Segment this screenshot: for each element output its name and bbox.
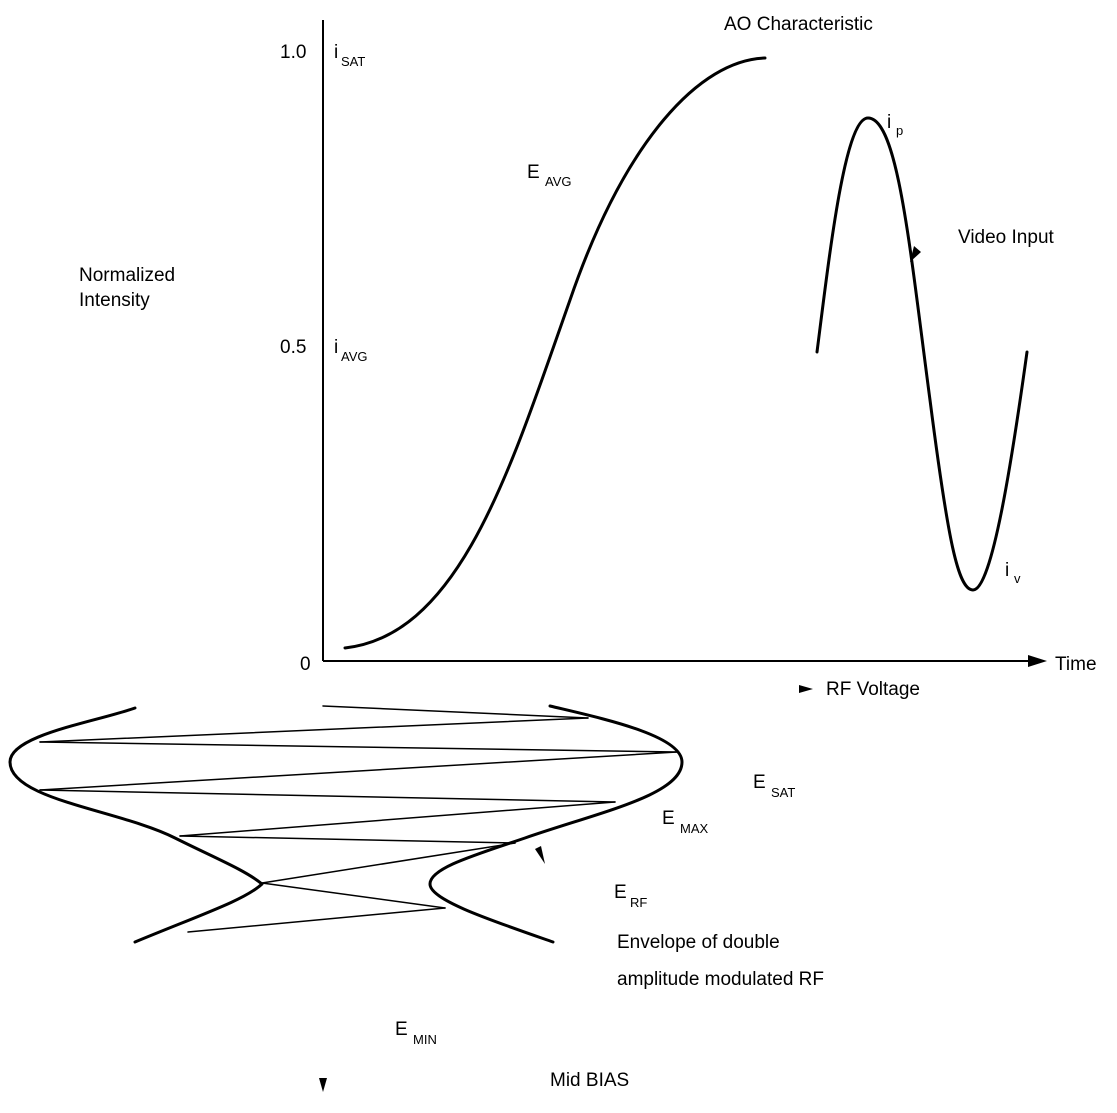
envelope-caption-line1: Envelope of double xyxy=(617,932,780,953)
x-axis-time-label: Time xyxy=(1055,654,1097,675)
e-sat-symbol: E xyxy=(753,772,766,793)
video-input-waveform xyxy=(815,116,1029,592)
tick-value-half: 0.5 xyxy=(280,337,306,358)
e-rf-symbol: E xyxy=(614,882,627,903)
video-input-label: Video Input xyxy=(958,227,1055,248)
tick-value-zero: 0 xyxy=(300,654,311,675)
tick-subscript-sat: SAT xyxy=(341,54,365,69)
diagram-title: AO Characteristic xyxy=(724,14,873,35)
modulation-line xyxy=(187,907,446,933)
valley-symbol: i xyxy=(1005,560,1009,581)
tick-symbol-avg: i xyxy=(334,337,338,358)
tick-value-1: 1.0 xyxy=(280,42,306,63)
y-axis-label-line2: Intensity xyxy=(79,290,150,311)
modulation-line xyxy=(39,751,678,791)
x-axis-arrow-icon xyxy=(1028,655,1047,667)
e-min-symbol: E xyxy=(395,1019,408,1040)
e-min-subscript: MIN xyxy=(413,1032,437,1047)
envelope-caption-line2: amplitude modulated RF xyxy=(617,969,824,990)
ao-characteristic-curve xyxy=(343,56,767,650)
mid-bias-label: Mid BIAS xyxy=(550,1070,629,1091)
rf-envelope xyxy=(8,704,684,944)
e-max-subscript: MAX xyxy=(680,821,709,836)
envelope-left-boundary xyxy=(8,706,264,944)
video-input-arrow-icon xyxy=(910,246,921,262)
modulation-line xyxy=(39,789,616,803)
modulation-line xyxy=(322,705,589,719)
envelope-right-boundary xyxy=(428,704,684,944)
rf-voltage-label: RF Voltage xyxy=(826,679,920,700)
e-rf-subscript: RF xyxy=(630,895,647,910)
peak-subscript: p xyxy=(896,123,903,138)
curve-label-subscript: AVG xyxy=(545,174,572,189)
mid-bias-arrow-icon xyxy=(319,1078,327,1092)
modulation-line xyxy=(39,741,678,753)
modulation-line xyxy=(179,835,516,844)
y-axis-label-line1: Normalized xyxy=(79,265,175,286)
valley-subscript: v xyxy=(1014,571,1021,586)
curve-label-symbol: E xyxy=(527,162,540,183)
tick-subscript-avg: AVG xyxy=(341,349,368,364)
modulation-line xyxy=(39,717,589,743)
e-sat-subscript: SAT xyxy=(771,785,795,800)
modulation-line xyxy=(261,882,446,909)
peak-symbol: i xyxy=(887,112,891,133)
modulation-line xyxy=(261,842,516,884)
rf-voltage-arrow-icon xyxy=(799,685,813,693)
modulation-line xyxy=(179,801,616,837)
e-max-symbol: E xyxy=(662,808,675,829)
tick-symbol-sat: i xyxy=(334,42,338,63)
envelope-arrow-icon xyxy=(535,846,545,864)
